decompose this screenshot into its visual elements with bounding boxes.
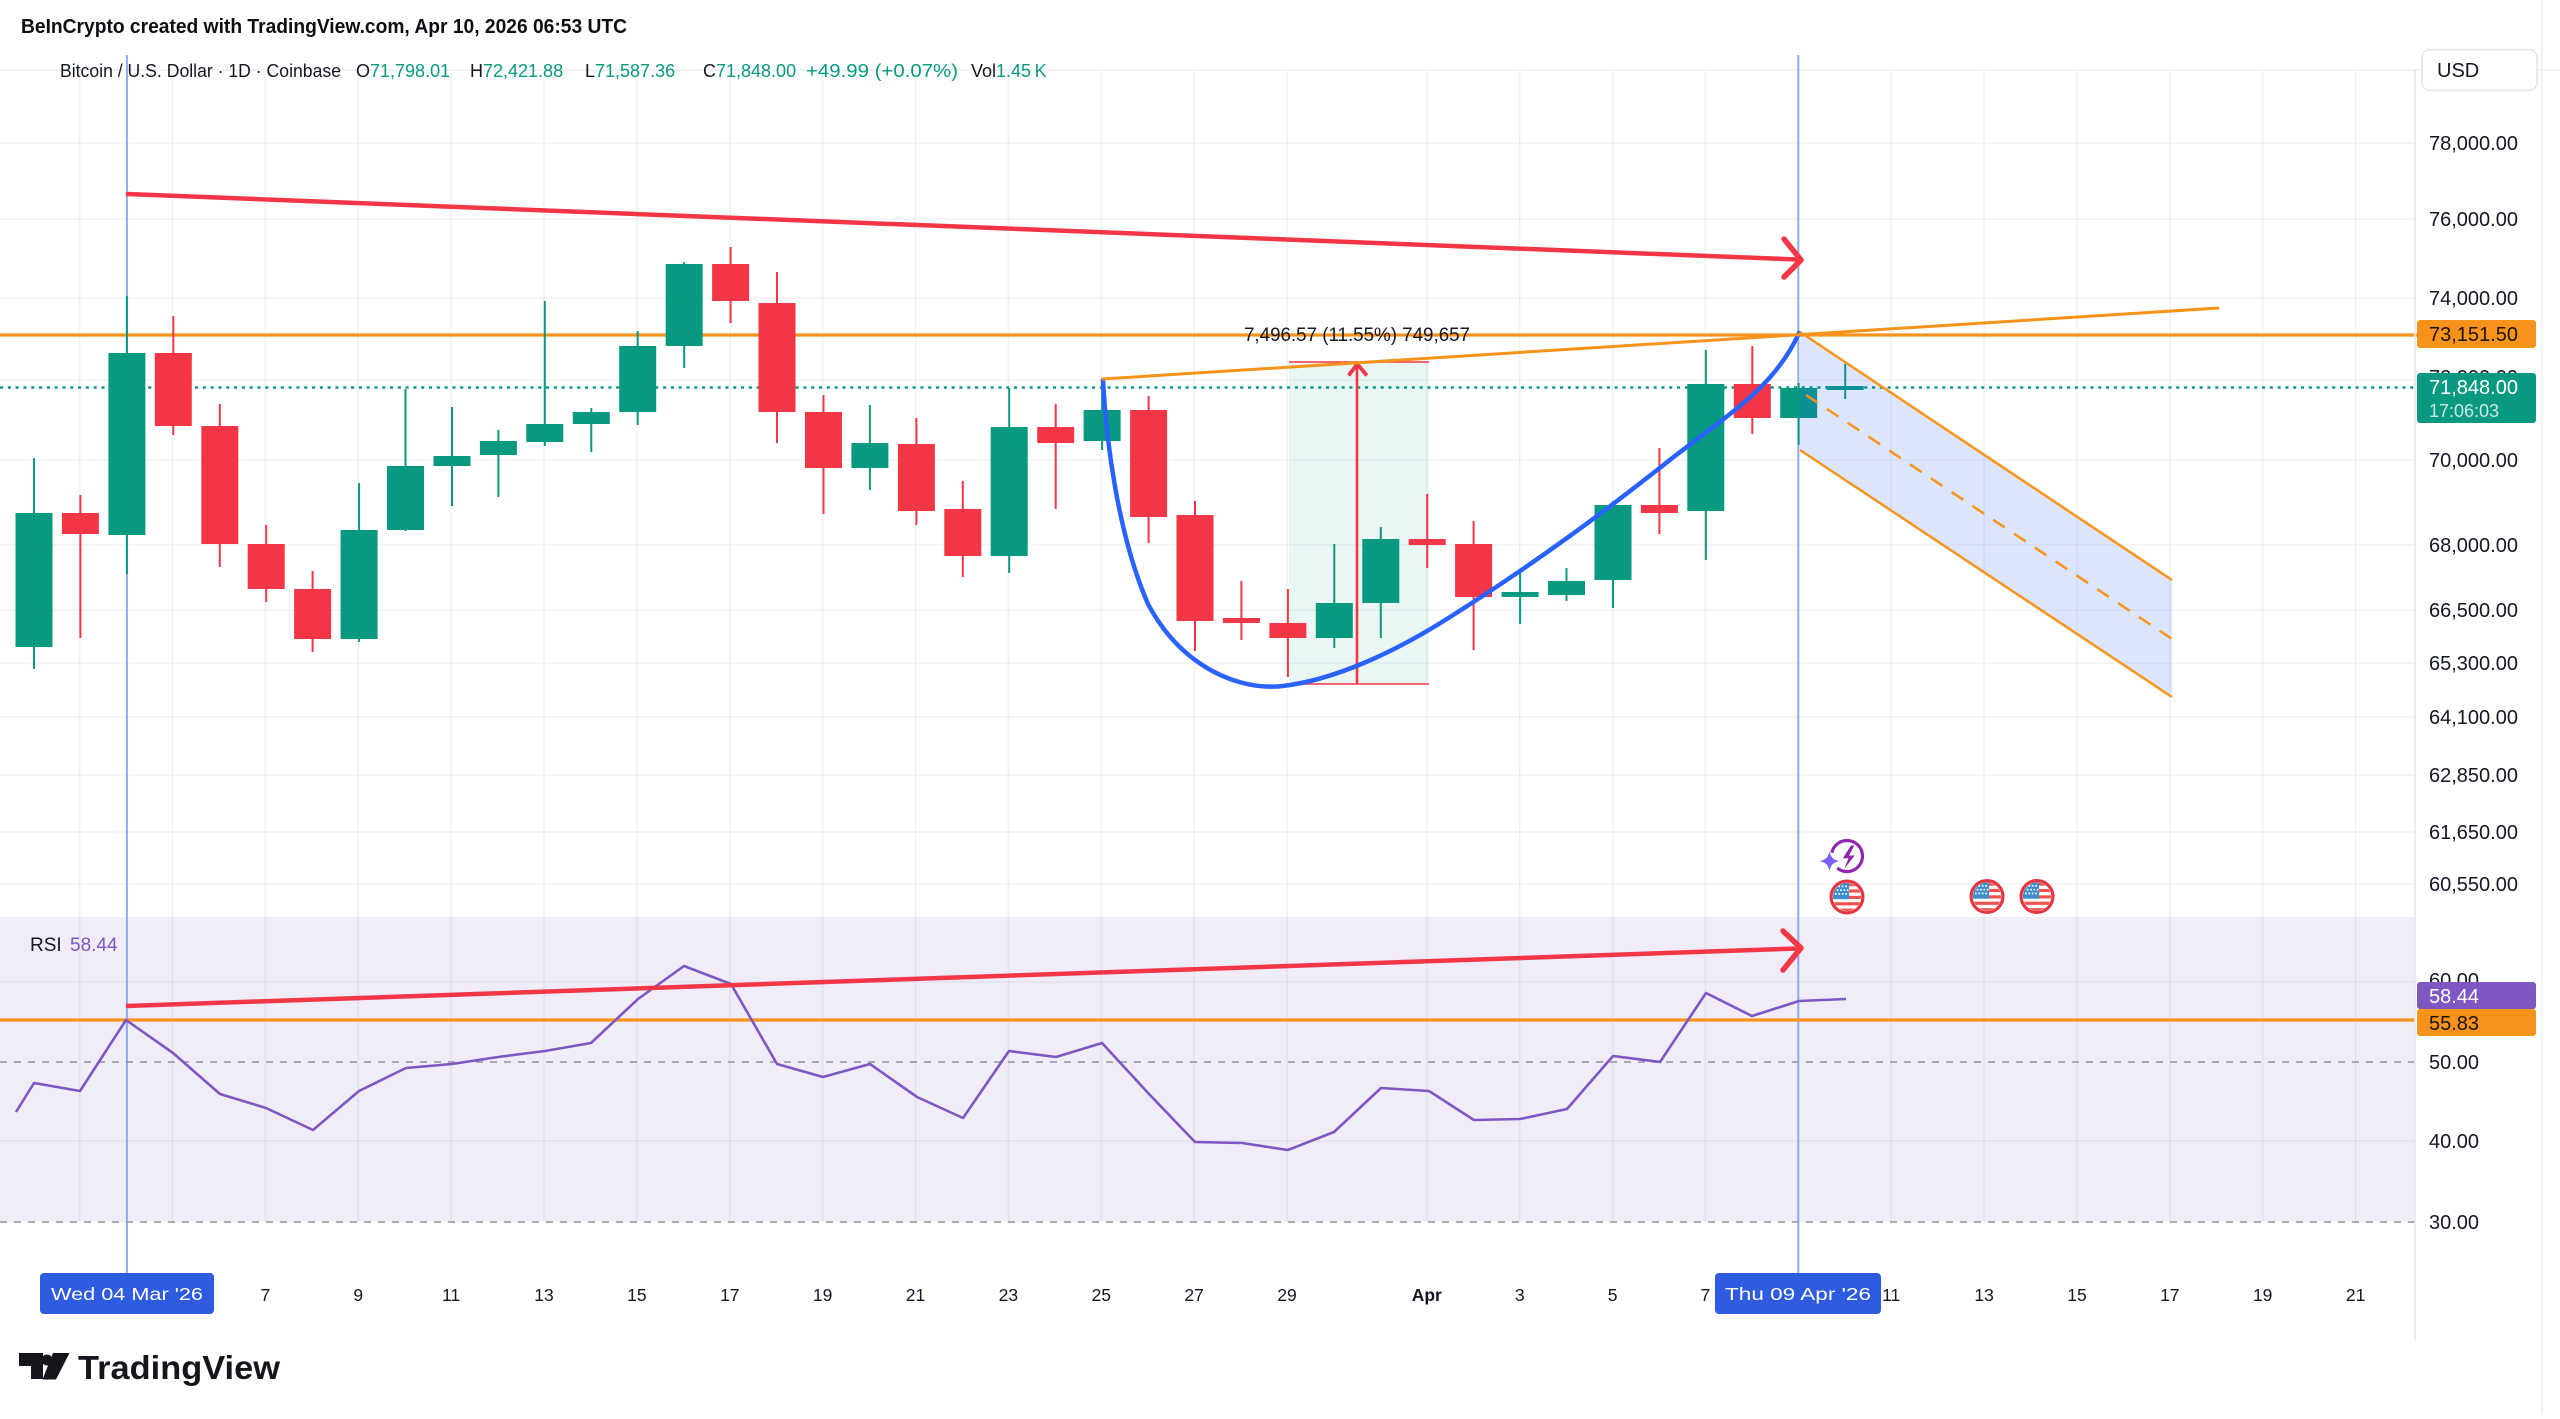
svg-text:7,496.57 (11.55%) 749,657: 7,496.57 (11.55%) 749,657 [1244,325,1470,346]
svg-text:71,848.00: 71,848.00 [2429,377,2518,399]
svg-text:58.44: 58.44 [70,935,118,956]
svg-text:O71,798.01: O71,798.01 [356,61,450,81]
svg-text:15: 15 [627,1285,646,1305]
svg-text:H72,421.88: H72,421.88 [470,61,563,81]
svg-text:11: 11 [442,1285,460,1305]
svg-text:Thu 09 Apr '26: Thu 09 Apr '26 [1725,1284,1871,1304]
svg-text:USD: USD [2437,60,2479,82]
svg-text:RSI: RSI [30,935,62,956]
svg-text:7: 7 [261,1285,271,1305]
svg-text:64,100.00: 64,100.00 [2429,707,2518,729]
svg-text:13: 13 [1974,1285,1993,1305]
svg-text:17: 17 [2160,1285,2179,1305]
svg-text:27: 27 [1184,1285,1203,1305]
svg-text:17:06:03: 17:06:03 [2429,401,2499,421]
svg-text:73,151.50: 73,151.50 [2429,324,2518,346]
svg-text:50.00: 50.00 [2429,1052,2479,1074]
svg-text:58.44: 58.44 [2429,986,2479,1008]
svg-text:74,000.00: 74,000.00 [2429,288,2518,310]
svg-text:62,850.00: 62,850.00 [2429,765,2518,787]
svg-text:L71,587.36: L71,587.36 [585,61,675,81]
svg-text:65,300.00: 65,300.00 [2429,653,2518,675]
svg-text:30.00: 30.00 [2429,1212,2479,1234]
svg-text:76,000.00: 76,000.00 [2429,209,2518,231]
svg-text:7: 7 [1701,1285,1711,1305]
svg-text:11: 11 [1882,1285,1900,1305]
svg-text:21: 21 [906,1285,925,1305]
svg-text:Bitcoin / U.S. Dollar · 1D · C: Bitcoin / U.S. Dollar · 1D · Coinbase [60,61,341,81]
svg-text:17: 17 [720,1285,739,1305]
svg-text:40.00: 40.00 [2429,1131,2479,1153]
svg-text:23: 23 [999,1285,1018,1305]
svg-text:19: 19 [2253,1285,2272,1305]
svg-text:+49.99 (+0.07%): +49.99 (+0.07%) [806,61,958,81]
svg-text:15: 15 [2067,1285,2086,1305]
svg-text:61,650.00: 61,650.00 [2429,822,2518,844]
svg-text:70,000.00: 70,000.00 [2429,450,2518,472]
svg-text:9: 9 [353,1285,363,1305]
svg-text:Vol1.45 K: Vol1.45 K [971,61,1047,81]
svg-text:BeInCrypto created with Tradin: BeInCrypto created with TradingView.com,… [21,16,627,38]
svg-text:78,000.00: 78,000.00 [2429,133,2518,155]
svg-text:Wed 04 Mar '26: Wed 04 Mar '26 [51,1284,203,1304]
svg-text:55.83: 55.83 [2429,1013,2479,1035]
svg-text:21: 21 [2346,1285,2365,1305]
svg-text:5: 5 [1608,1285,1618,1305]
svg-text:19: 19 [813,1285,832,1305]
svg-text:25: 25 [1092,1285,1111,1305]
svg-text:C71,848.00: C71,848.00 [703,61,796,81]
svg-text:29: 29 [1277,1285,1296,1305]
svg-text:68,000.00: 68,000.00 [2429,535,2518,557]
svg-text:Apr: Apr [1412,1285,1442,1305]
svg-text:66,500.00: 66,500.00 [2429,600,2518,622]
svg-text:13: 13 [534,1285,553,1305]
svg-text:3: 3 [1515,1285,1525,1305]
svg-text:TradingView: TradingView [78,1349,280,1386]
svg-text:60,550.00: 60,550.00 [2429,874,2518,896]
